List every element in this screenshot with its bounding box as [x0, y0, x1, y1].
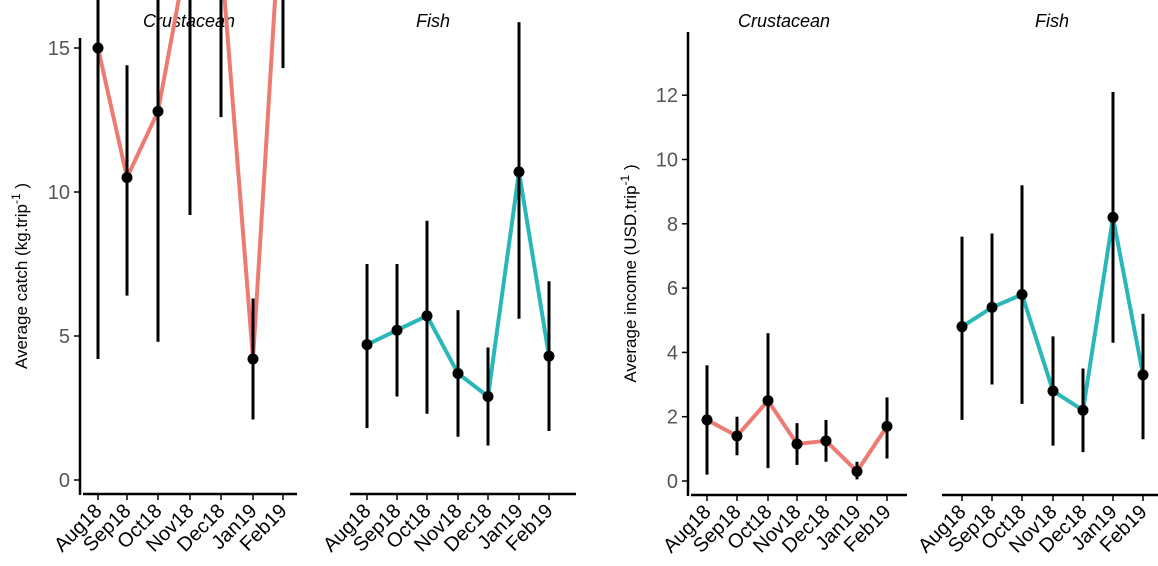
facet-panel: CrustaceanAug18Sep18Oct18Nov18Dec18Jan19… [659, 11, 907, 557]
data-point [452, 367, 464, 379]
facet-title: Fish [416, 11, 450, 31]
catch-chart: 0510152025Average catch (kg.trip-1 ) Cru… [9, 0, 576, 556]
y-tick-label: 15 [48, 38, 70, 60]
data-point [421, 310, 433, 322]
data-point [791, 438, 803, 450]
income-chart: 0 2 4 6 8 10 12 Average income (USD.trip-1 ) Cr… [618, 11, 1158, 557]
data-point [391, 324, 403, 336]
y-axis-label: Average income (USD.trip-1 ) [618, 164, 640, 382]
y-tick-label: 8 [667, 214, 678, 236]
data-point [1137, 369, 1149, 381]
y-tick-label: 12 [656, 85, 678, 107]
y-axis-label-tail: ) [12, 183, 31, 193]
y-tick-label: 6 [667, 278, 678, 300]
facet-title: Crustacean [738, 11, 830, 31]
y-axis-label-superscript: -1 [9, 193, 23, 204]
data-point [881, 420, 893, 432]
facet-title: Fish [1035, 11, 1069, 31]
y-axis-label-superscript: -1 [618, 174, 632, 185]
data-point [361, 339, 373, 351]
y-tick-label: 10 [48, 182, 70, 204]
y-tick-label: 0 [59, 470, 70, 492]
data-point [956, 321, 968, 333]
data-point [482, 390, 494, 402]
y-axis-label-tail: ) [621, 164, 640, 174]
data-point [543, 350, 555, 362]
data-point [762, 395, 774, 407]
data-point [1077, 404, 1089, 416]
data-point [701, 414, 713, 426]
data-point [121, 172, 133, 184]
y-axis-label-text: Average catch (kg.trip [12, 204, 31, 369]
y-tick-label: 0 [667, 471, 678, 493]
y-axis-label: Average catch (kg.trip-1 ) [9, 183, 31, 369]
data-point [152, 105, 164, 117]
data-point [986, 301, 998, 313]
data-point [513, 166, 525, 178]
data-point [731, 430, 743, 442]
y-axis-label-text: Average income (USD.trip [621, 185, 640, 382]
data-point [820, 435, 832, 447]
data-point [1047, 385, 1059, 397]
y-tick-label: 10 [656, 150, 678, 172]
data-point [1107, 211, 1119, 223]
y-tick-label: 5 [59, 326, 70, 348]
facet-panel: CrustaceanAug18Sep18Oct18Nov18Dec18Jan19… [50, 0, 297, 556]
y-tick-label: 4 [667, 342, 678, 364]
y-tick-label: 2 [667, 407, 678, 429]
data-point [851, 465, 863, 477]
data-point [1016, 289, 1028, 301]
data-point [92, 42, 104, 54]
data-point [247, 353, 259, 365]
